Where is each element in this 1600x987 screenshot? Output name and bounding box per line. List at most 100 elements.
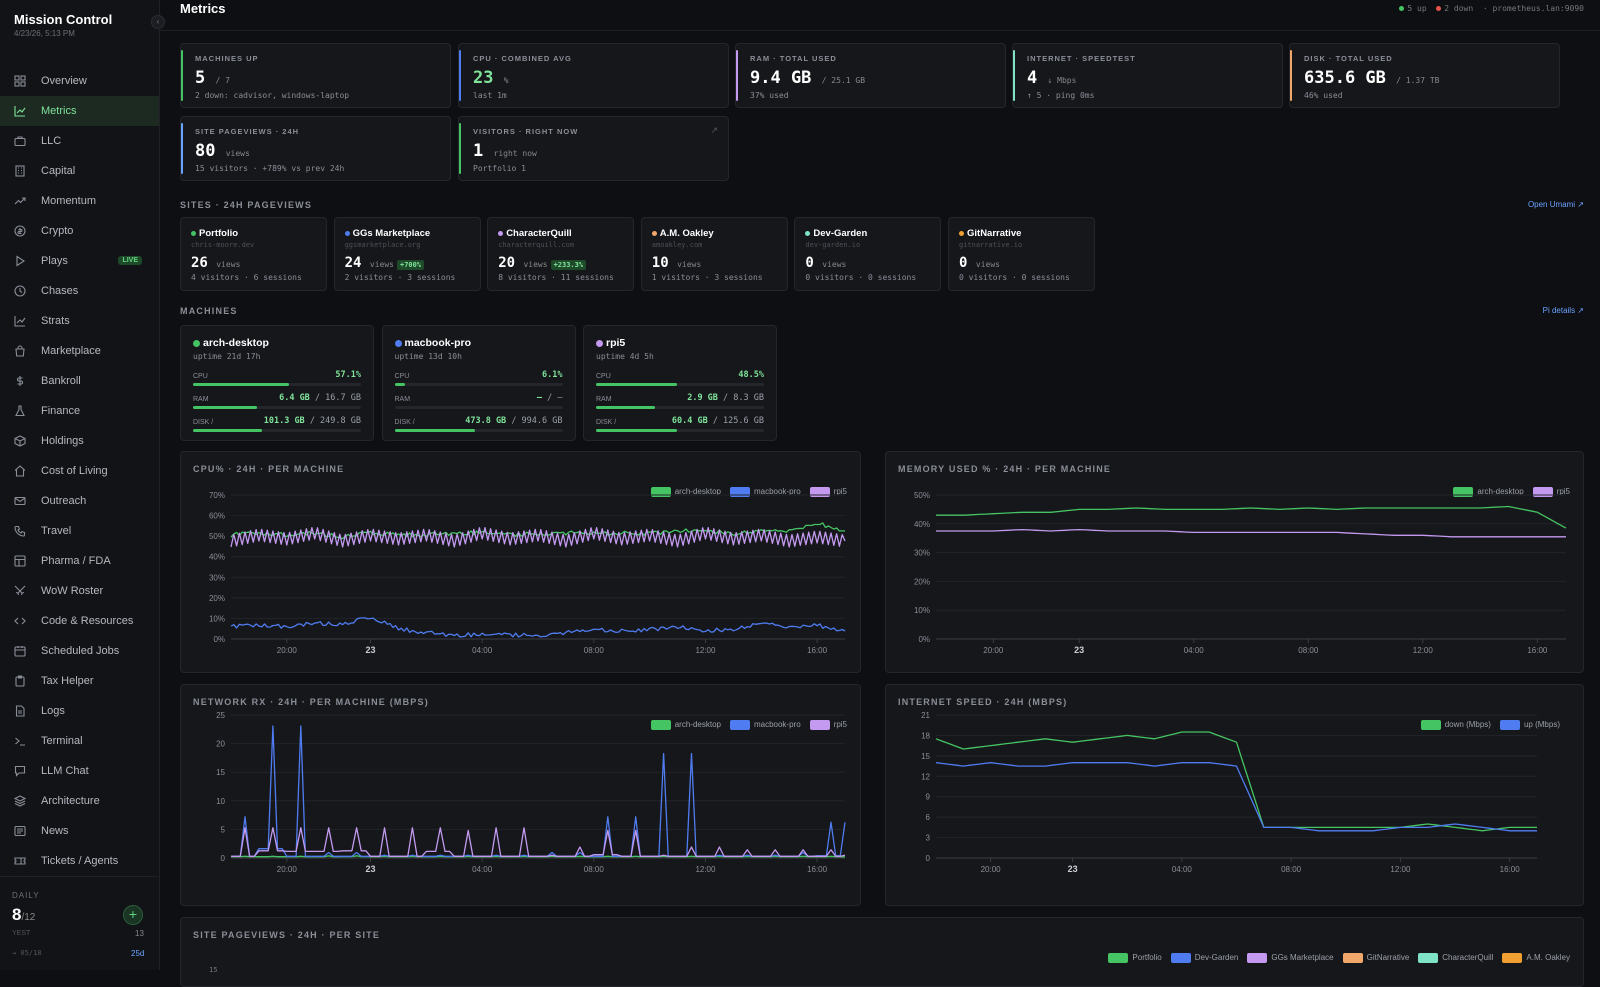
- kpi-accent-bar: [459, 50, 461, 101]
- sidebar-item-cost-of-living[interactable]: Cost of Living: [0, 456, 159, 486]
- metric-total: / 994.6 GB: [511, 416, 562, 426]
- box-icon: [14, 435, 26, 447]
- chart-title: SITE PAGEVIEWS · 24H · PER SITE: [193, 930, 380, 940]
- machine-status-dot: [596, 340, 603, 347]
- legend-item[interactable]: A.M. Oakley: [1502, 953, 1570, 963]
- add-daily-button[interactable]: +: [123, 905, 143, 925]
- kpi-accent-bar: [1013, 50, 1015, 101]
- sidebar-item-momentum[interactable]: Momentum: [0, 186, 159, 216]
- sidebar-item-bankroll[interactable]: Bankroll: [0, 366, 159, 396]
- legend-item[interactable]: Portfolio: [1108, 953, 1161, 963]
- x-tick-label: 23: [366, 864, 376, 874]
- sidebar-item-code-resources[interactable]: Code & Resources: [0, 606, 159, 636]
- metric-value: 2.9 GB / 8.3 GB: [687, 393, 764, 403]
- prometheus-host: prometheus.lan:9090: [1492, 4, 1584, 13]
- sidebar-item-capital[interactable]: Capital: [0, 156, 159, 186]
- legend-label: CharacterQuill: [1442, 953, 1493, 962]
- pi-details-link[interactable]: Pi details ↗: [1543, 306, 1584, 315]
- x-tick-label: 04:00: [1184, 646, 1205, 655]
- coin-icon: [14, 225, 26, 237]
- kpi-unit: %: [504, 76, 509, 85]
- internet-chart-card: INTERNET SPEED · 24H (MBPS) down (Mbps)u…: [885, 684, 1584, 906]
- daily-streak: 25d: [131, 949, 144, 958]
- swords-icon: [14, 585, 26, 597]
- sidebar-item-metrics[interactable]: Metrics: [0, 96, 159, 126]
- site-name-row: A.M. Oakley: [652, 228, 714, 239]
- series-line-rpi5: [231, 528, 845, 547]
- sidebar-item-crypto[interactable]: Crypto: [0, 216, 159, 246]
- sidebar-item-marketplace[interactable]: Marketplace: [0, 336, 159, 366]
- sidebar-item-finance[interactable]: Finance: [0, 396, 159, 426]
- legend-item[interactable]: GitNarrative: [1343, 953, 1410, 963]
- site-views: 20: [498, 255, 515, 271]
- chart-legend: Portfolio Dev-Garden GGs Marketplace GitNar…: [1108, 953, 1570, 963]
- metric-used: 60.4 GB: [672, 416, 708, 426]
- sidebar-item-tickets-agents[interactable]: Tickets / Agents: [0, 846, 159, 876]
- sidebar-item-strats[interactable]: Strats: [0, 306, 159, 336]
- sidebar-item-label: Metrics: [41, 105, 76, 117]
- clipboard-icon: [14, 675, 26, 687]
- trending-up-icon: [14, 195, 26, 207]
- sidebar-item-architecture[interactable]: Architecture: [0, 786, 159, 816]
- x-tick-label: 23: [1068, 864, 1078, 874]
- metric-progress-fill: [596, 429, 677, 432]
- sidebar-item-chases[interactable]: Chases: [0, 276, 159, 306]
- daily-widget: DAILY 8/12 + YEST 13 → 05/18 25d: [0, 876, 159, 970]
- sidebar-item-wow-roster[interactable]: WoW Roster: [0, 576, 159, 606]
- legend-item[interactable]: Dev-Garden: [1171, 953, 1239, 963]
- terminal-icon: [14, 735, 26, 747]
- y-tick-label: 20: [216, 740, 225, 749]
- sidebar-item-label: Tickets / Agents: [41, 855, 118, 867]
- sidebar-item-travel[interactable]: Travel: [0, 516, 159, 546]
- daily-label: DAILY: [12, 891, 40, 900]
- sidebar-item-logs[interactable]: Logs: [0, 696, 159, 726]
- y-tick-label: 3: [926, 834, 931, 843]
- sidebar-item-label: LLC: [41, 135, 61, 147]
- sidebar-item-outreach[interactable]: Outreach: [0, 486, 159, 516]
- y-tick-label: 0%: [213, 635, 225, 644]
- line-chart-icon: [14, 105, 26, 117]
- sidebar-item-tax-helper[interactable]: Tax Helper: [0, 666, 159, 696]
- sidebar-item-terminal[interactable]: Terminal: [0, 726, 159, 756]
- sidebar-item-label: Scheduled Jobs: [41, 645, 119, 657]
- sidebar-item-news[interactable]: News: [0, 816, 159, 846]
- pageviews-chart-card: SITE PAGEVIEWS · 24H · PER SITE Portfoli…: [180, 917, 1584, 987]
- legend-item[interactable]: GGs Marketplace: [1247, 953, 1333, 963]
- sidebar-item-label: Travel: [41, 525, 71, 537]
- external-link-icon[interactable]: ↗: [710, 125, 718, 136]
- sidebar-item-overview[interactable]: Overview: [0, 66, 159, 96]
- machine-name-row: macbook-pro: [395, 337, 472, 349]
- sidebar-item-llc[interactable]: LLC: [0, 126, 159, 156]
- x-tick-label: 16:00: [807, 646, 828, 655]
- sidebar-item-pharma-fda[interactable]: Pharma / FDA: [0, 546, 159, 576]
- file-icon: [14, 705, 26, 717]
- kpi-unit: / 25.1 GB: [822, 76, 865, 85]
- header-divider: [160, 30, 1600, 31]
- sidebar-item-llm-chat[interactable]: LLM Chat: [0, 756, 159, 786]
- legend-item[interactable]: CharacterQuill: [1418, 953, 1493, 963]
- open-umami-link[interactable]: Open Umami ↗: [1528, 200, 1584, 209]
- sidebar-item-holdings[interactable]: Holdings: [0, 426, 159, 456]
- metric-value: 60.4 GB / 125.6 GB: [672, 416, 764, 426]
- kpi-unit: ↓ Mbps: [1048, 76, 1077, 85]
- down-text: 2 down: [1444, 4, 1473, 13]
- sidebar-item-label: Tax Helper: [41, 675, 94, 687]
- series-line-macbook-pro: [231, 618, 845, 637]
- metric-label: DISK /: [193, 419, 213, 426]
- sidebar-item-scheduled-jobs[interactable]: Scheduled Jobs: [0, 636, 159, 666]
- series-line-down-mbps-: [936, 732, 1537, 831]
